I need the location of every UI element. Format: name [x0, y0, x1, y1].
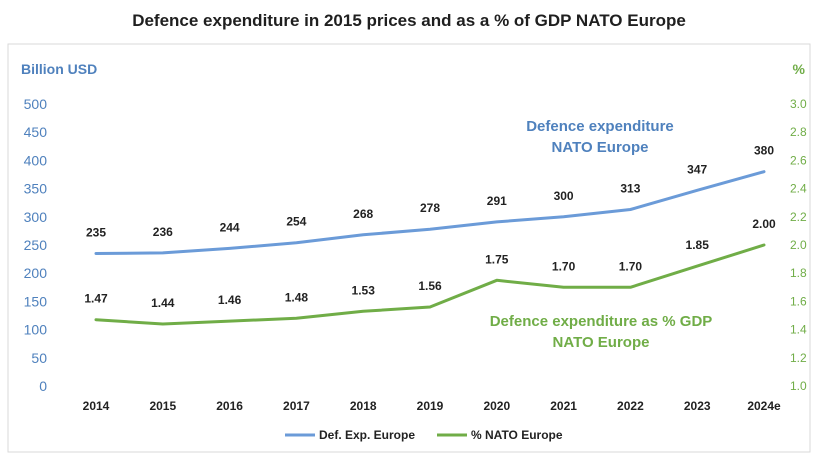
data-label: 1.75	[485, 252, 509, 266]
data-label: 380	[754, 144, 774, 158]
y-axis-right-ticks: 1.0 1.2 1.4 1.6 1.8 2.0 2.2 2.4 2.6 2.8 3.0	[790, 97, 807, 393]
data-label: 1.44	[151, 296, 175, 310]
y-left-tick-label: 500	[24, 96, 48, 112]
data-label: 1.70	[552, 259, 576, 273]
y-left-tick-label: 50	[31, 350, 47, 366]
y-left-tick-label: 100	[24, 322, 48, 338]
x-tick-label: 2020	[483, 399, 510, 413]
annotation-text: NATO Europe	[553, 334, 650, 351]
series-lines	[94, 170, 766, 326]
y-left-tick-label: 350	[24, 181, 48, 197]
y-right-tick-label: 3.0	[790, 97, 807, 111]
y-left-tick-label: 450	[24, 124, 48, 140]
y-right-tick-label: 2.8	[790, 125, 807, 139]
y-right-tick-label: 1.6	[790, 294, 807, 308]
x-tick-label: 2022	[617, 399, 644, 413]
data-label: 1.53	[352, 283, 376, 297]
legend: Def. Exp. Europe % NATO Europe	[285, 428, 563, 442]
x-tick-label: 2024e	[747, 399, 781, 413]
data-label: 313	[620, 181, 640, 195]
data-labels: 235 236 244 254 268 278 291 300 313 347 380 1.47 1.4…	[84, 144, 776, 310]
annotations: Defence expenditure NATO Europe Defence ex…	[490, 118, 713, 351]
x-tick-label: 2017	[283, 399, 310, 413]
y-right-tick-label: 2.4	[790, 182, 807, 196]
y-right-tick-label: 2.6	[790, 153, 807, 167]
data-label: 236	[153, 225, 173, 239]
annotation-text: Defence expenditure	[526, 118, 674, 135]
annotation-text: NATO Europe	[552, 139, 649, 156]
y-right-tick-label: 1.8	[790, 266, 807, 280]
y-right-tick-label: 2.2	[790, 210, 807, 224]
data-label: 347	[687, 162, 707, 176]
data-label: 1.56	[418, 279, 442, 293]
data-label: 1.70	[619, 259, 643, 273]
data-label: 291	[487, 194, 507, 208]
data-label: 1.47	[84, 292, 108, 306]
y-right-tick-label: 2.0	[790, 238, 807, 252]
legend-label: % NATO Europe	[471, 428, 563, 442]
data-label: 244	[220, 220, 240, 234]
x-tick-label: 2014	[83, 399, 110, 413]
x-tick-label: 2019	[417, 399, 444, 413]
annotation-text: Defence expenditure as % GDP	[490, 313, 713, 330]
x-tick-label: 2018	[350, 399, 377, 413]
data-label: 300	[554, 189, 574, 203]
y-left-tick-label: 400	[24, 152, 48, 168]
data-label: 235	[86, 225, 106, 239]
series-line-pct-nato-europe	[94, 243, 766, 326]
y-left-tick-label: 200	[24, 265, 48, 281]
chart-title: Defence expenditure in 2015 prices and a…	[132, 11, 686, 30]
data-label: 254	[286, 215, 306, 229]
data-label: 278	[420, 201, 440, 215]
data-label: 268	[353, 207, 373, 221]
x-tick-label: 2021	[550, 399, 577, 413]
x-tick-label: 2015	[149, 399, 176, 413]
y-right-tick-label: 1.0	[790, 379, 807, 393]
data-label: 1.85	[686, 238, 710, 252]
y-left-tick-label: 150	[24, 293, 48, 309]
y-axis-left-ticks: 0 50 100 150 200 250 300 350 400 450 500	[24, 96, 48, 394]
y-right-tick-label: 1.4	[790, 323, 807, 337]
legend-label: Def. Exp. Europe	[319, 428, 415, 442]
x-tick-label: 2023	[684, 399, 711, 413]
y-axis-right-title: %	[793, 61, 806, 77]
x-tick-label: 2016	[216, 399, 243, 413]
y-left-tick-label: 300	[24, 209, 48, 225]
data-label: 2.00	[752, 217, 776, 231]
y-left-tick-label: 250	[24, 237, 48, 253]
data-label: 1.46	[218, 293, 242, 307]
plot-border	[7, 43, 811, 453]
y-axis-left-title: Billion USD	[21, 61, 97, 77]
y-right-tick-label: 1.2	[790, 351, 807, 365]
y-left-tick-label: 0	[39, 378, 47, 394]
x-axis-ticks: 2014 2015 2016 2017 2018 2019 2020 2021 2022 2023…	[83, 399, 781, 413]
series-line-def-exp-europe	[94, 170, 766, 255]
data-label: 1.48	[285, 290, 309, 304]
